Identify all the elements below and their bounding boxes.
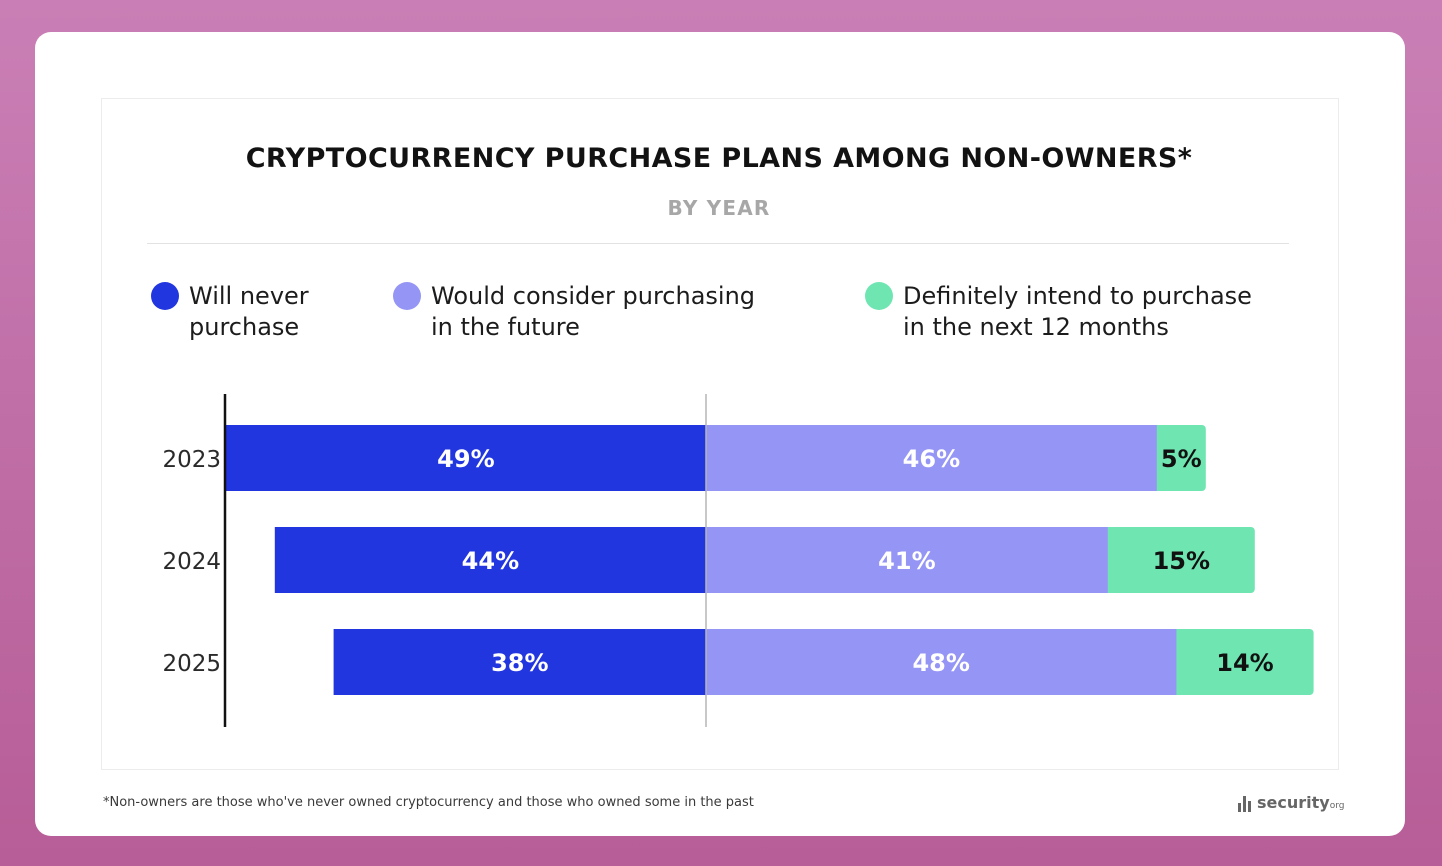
data-label-will-never-purchase-2024: 44%	[462, 547, 519, 575]
bar-definitely-intend-to-purchase-in-the-next-12-months-2023	[1150, 425, 1206, 491]
bar-would-consider-purchasing-in-the-future-2024	[706, 527, 1108, 593]
data-label-will-never-purchase-2023: 49%	[437, 445, 494, 473]
bar-will-never-purchase-2023	[225, 425, 707, 491]
legend-swatch-would-consider	[393, 282, 421, 310]
header-divider	[147, 243, 1289, 244]
signal-bars-icon	[1238, 796, 1254, 812]
data-label-would-consider-purchasing-in-the-future-2025: 48%	[912, 649, 969, 677]
legend-label-definitely-intend: Definitely intend to purchase in the nex…	[903, 282, 1252, 341]
y-tick-label-2025: 2025	[162, 651, 221, 677]
data-label-will-never-purchase-2025: 38%	[491, 649, 548, 677]
data-label-would-consider-purchasing-in-the-future-2024: 41%	[878, 547, 935, 575]
bar-definitely-intend-to-purchase-in-the-next-12-months-2025	[1170, 629, 1314, 695]
legend-swatch-definitely-intend	[865, 282, 893, 310]
bar-definitely-intend-to-purchase-in-the-next-12-months-2024	[1101, 527, 1255, 593]
legend-label-would-consider: Would consider purchasing in the future	[431, 282, 756, 341]
bar-would-consider-purchasing-in-the-future-2023	[706, 425, 1157, 491]
data-label-definitely-intend-to-purchase-in-the-next-12-months-2025: 14%	[1216, 649, 1273, 677]
chart-title: CRYPTOCURRENCY PURCHASE PLANS AMONG NON-…	[245, 143, 1193, 174]
bar-will-never-purchase-2025	[333, 629, 706, 695]
data-label-would-consider-purchasing-in-the-future-2023: 46%	[903, 445, 960, 473]
brand-name: securityorg	[1257, 793, 1345, 812]
bar-will-never-purchase-2024	[274, 527, 706, 593]
footnote: *Non-owners are those who've never owned…	[103, 795, 754, 810]
legend-label-will-never: Will never purchase	[189, 282, 309, 341]
data-label-definitely-intend-to-purchase-in-the-next-12-months-2024: 15%	[1153, 547, 1210, 575]
legend-swatch-will-never	[151, 282, 179, 310]
y-tick-label-2024: 2024	[162, 549, 221, 575]
chart-subtitle: BY YEAR	[667, 196, 771, 220]
bar-would-consider-purchasing-in-the-future-2025	[706, 629, 1177, 695]
y-tick-label-2023: 2023	[162, 447, 221, 473]
data-label-definitely-intend-to-purchase-in-the-next-12-months-2023: 5%	[1161, 445, 1202, 473]
